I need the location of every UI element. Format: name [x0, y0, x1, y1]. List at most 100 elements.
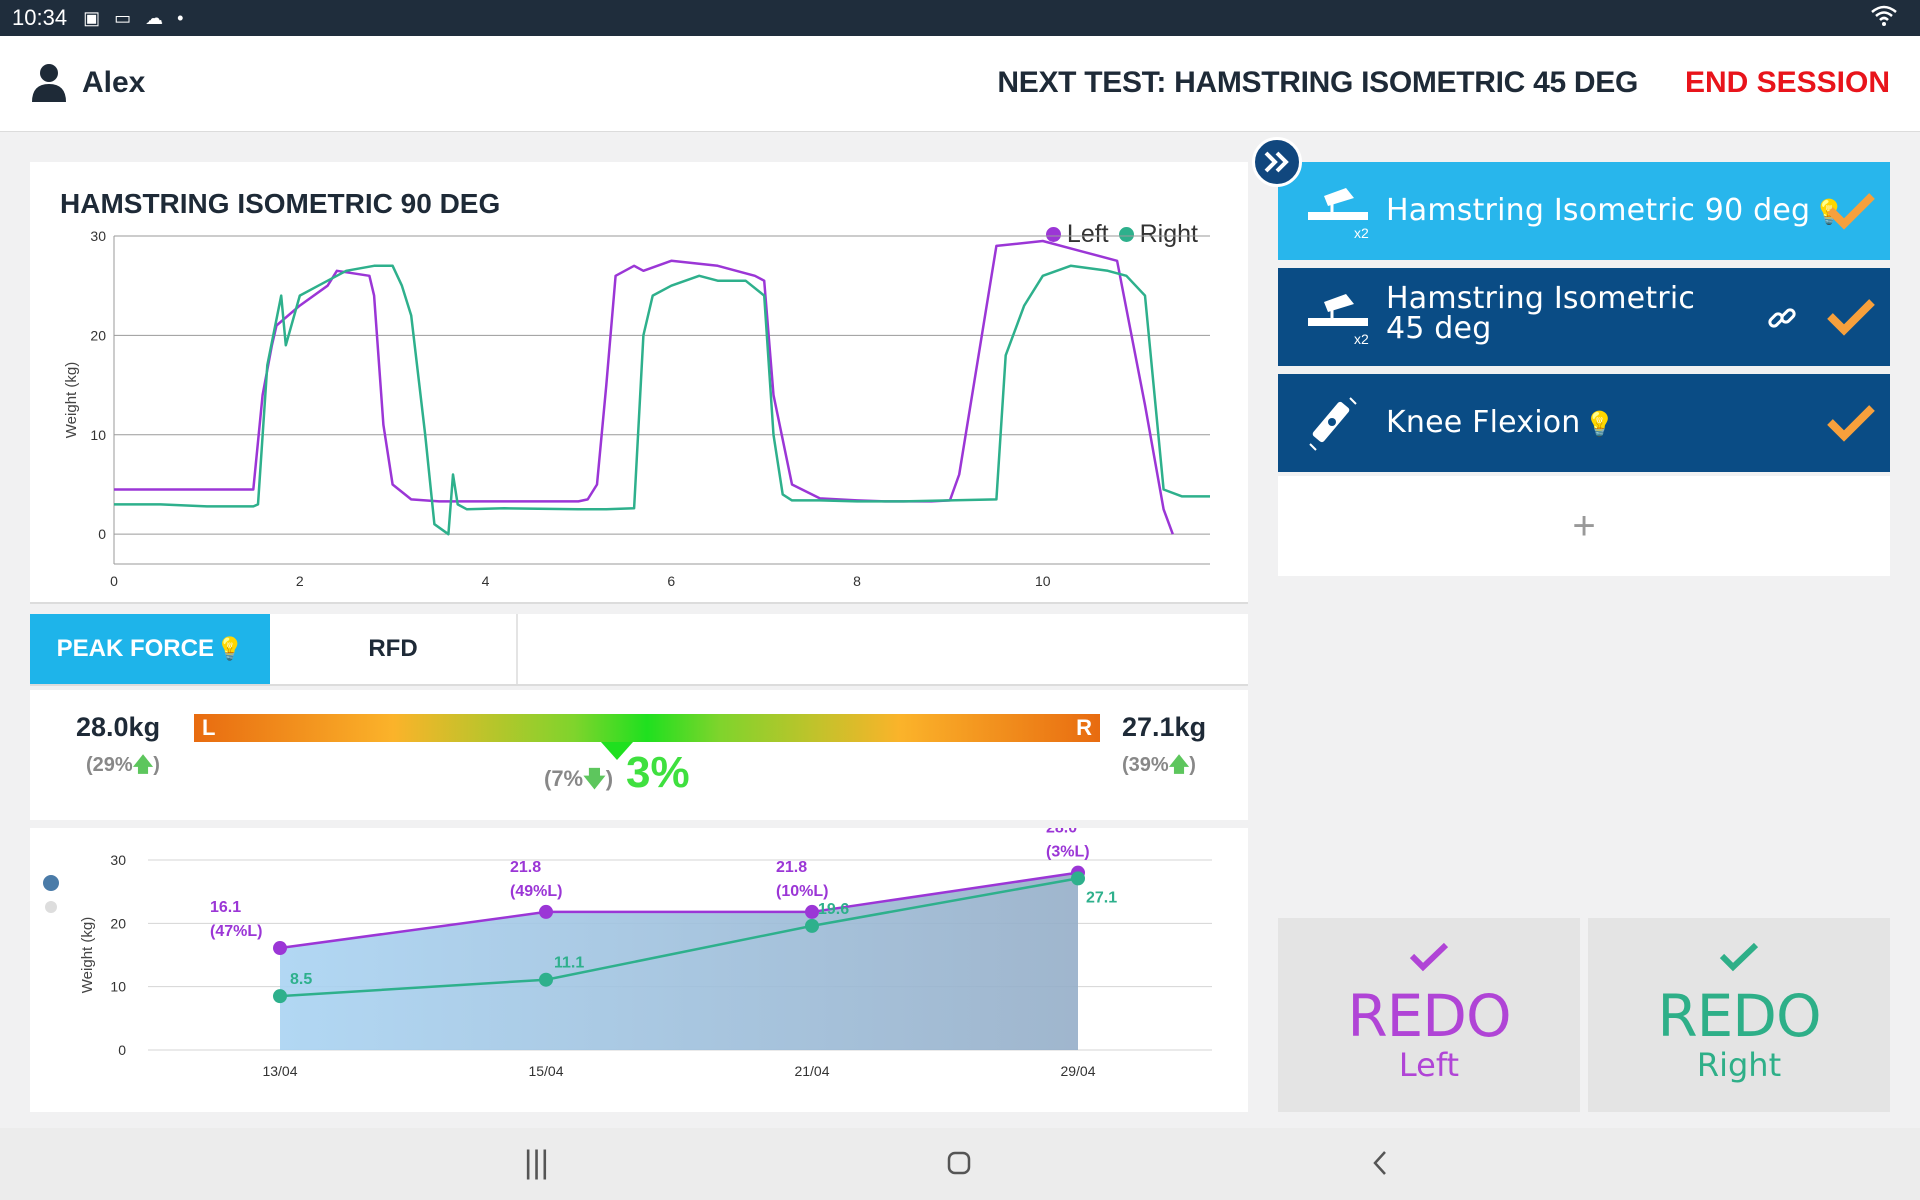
- diff-close-paren: ): [605, 766, 614, 791]
- link-icon: [1768, 308, 1796, 328]
- hamstring-device-icon: x2: [1308, 294, 1369, 346]
- next-test-label: NEXT TEST: HAMSTRING ISOMETRIC 45 DEG: [997, 66, 1638, 99]
- left-force-change: (29%🡅): [86, 750, 160, 784]
- x-tick-label: 13/04: [262, 1063, 297, 1079]
- data-point: [1071, 871, 1085, 886]
- x-tick-label: 29/04: [1060, 1063, 1095, 1079]
- wifi-icon: [1871, 5, 1897, 26]
- chart-legend: Left Right: [1036, 220, 1198, 249]
- lightbulb-icon: 💡: [215, 636, 244, 661]
- redo-right-title: REDO: [1657, 982, 1821, 1050]
- arrow-up-icon: 🡅: [132, 754, 154, 776]
- data-label: 28.0: [1046, 828, 1077, 837]
- data-label: 11.1: [554, 955, 584, 972]
- x-tick-label: 21/04: [794, 1063, 829, 1079]
- home-icon[interactable]: [946, 1150, 972, 1176]
- data-sublabel: (47%L): [210, 923, 262, 940]
- test-label: Hamstring Isometric 45 deg: [1386, 281, 1696, 346]
- legend-right-dot: [1118, 227, 1134, 242]
- redo-right-sub: Right: [1696, 1046, 1782, 1084]
- back-icon[interactable]: [1370, 1148, 1390, 1178]
- data-sublabel: (49%L): [510, 883, 562, 900]
- y-tick-label: 0: [118, 1042, 126, 1058]
- knee-device-icon: [1309, 397, 1357, 451]
- user-name: Alex: [82, 66, 146, 99]
- tab-rfd[interactable]: RFD: [270, 614, 518, 684]
- tab-peak-force-label: PEAK FORCE: [56, 635, 214, 662]
- y-tick-label: 10: [90, 427, 106, 443]
- asymmetry-previous-pct: (7%: [544, 766, 584, 791]
- history-area-chart: 0 10 20 30 Weight (kg) 13/04 15/04 21/04 29/04 16…: [43, 828, 1212, 1079]
- redo-left-title: REDO: [1347, 982, 1511, 1050]
- arrow-down-icon: 🡇: [583, 766, 606, 791]
- data-label: 19.6: [818, 901, 849, 918]
- asymmetry-value: 3%: [626, 748, 690, 797]
- end-session-button[interactable]: END SESSION: [1684, 66, 1890, 99]
- test-item-hamstring-90[interactable]: x2 Hamstring Isometric 90 deg 💡: [1278, 162, 1890, 260]
- collapse-panel-button[interactable]: [1252, 137, 1302, 187]
- checkmark-icon: [1827, 299, 1875, 336]
- legend-left-dot: [1045, 227, 1061, 242]
- series-line-right: [114, 264, 1210, 536]
- data-label: 21.8: [510, 859, 541, 876]
- y-tick-label: 20: [110, 915, 126, 931]
- legend-dot-active: [43, 875, 59, 891]
- x-tick-label: 4: [482, 573, 490, 589]
- checkmark-icon: [1719, 942, 1759, 972]
- series-line-1: [279, 877, 1079, 998]
- right-force-change: (39%🡅): [1122, 750, 1196, 784]
- lightbulb-icon: 💡: [1584, 410, 1615, 438]
- data-label: 16.1: [210, 899, 241, 916]
- main-line-chart: 0 10 20 30 0 2 4 6 8 10 Weight (kg): [63, 228, 1210, 589]
- x-tick-label: 10: [1035, 573, 1051, 589]
- history-chart-card: 0 10 20 30 Weight (kg) 13/04 15/04 21/04 29/04 16…: [30, 828, 1248, 1112]
- x-tick-label: 0: [110, 573, 118, 589]
- legend-left-label: Left: [1066, 220, 1109, 248]
- recent-apps-icon[interactable]: |||: [524, 1144, 549, 1180]
- chart-title: HAMSTRING ISOMETRIC 90 DEG: [60, 188, 501, 219]
- y-axis-label: Weight (kg): [79, 917, 96, 993]
- series-line-0: [279, 871, 1079, 950]
- asymmetry-bar: L R: [194, 714, 1100, 742]
- add-test-button[interactable]: +: [1278, 476, 1890, 576]
- test-label-text: Hamstring Isometric 90 deg: [1386, 193, 1811, 228]
- right-force-value: 27.1kg: [1122, 712, 1207, 742]
- x-tick-label: 15/04: [528, 1063, 563, 1079]
- sim-icon: ▣: [83, 7, 101, 28]
- metric-tabs: PEAK FORCE 💡 RFD: [30, 614, 1248, 686]
- data-point: [805, 918, 819, 933]
- cast-icon: ▭: [114, 7, 132, 28]
- arrow-up-icon: 🡅: [1168, 754, 1190, 776]
- data-sublabel: (10%L): [776, 883, 828, 900]
- redo-left-button[interactable]: REDO Left: [1278, 918, 1580, 1112]
- y-tick-label: 30: [110, 852, 126, 868]
- x-tick-label: 2: [296, 573, 304, 589]
- test-item-knee-flexion[interactable]: Knee Flexion 💡: [1278, 374, 1890, 472]
- right-force-pct: (39%: [1122, 754, 1169, 776]
- legend-left: Left: [1045, 220, 1109, 249]
- test-label: Hamstring Isometric 90 deg 💡: [1386, 196, 1846, 227]
- left-force-pct: (29%: [86, 754, 133, 776]
- double-chevron-right-icon: [1264, 151, 1289, 173]
- data-point: [539, 904, 553, 919]
- redo-right-button[interactable]: REDO Right: [1588, 918, 1890, 1112]
- right-close-paren: ): [1189, 754, 1196, 776]
- data-label: 8.5: [290, 971, 312, 988]
- force-comparison: 28.0kg (29%🡅) L R 27.1kg (39%🡅) (7%🡇) 3%: [30, 690, 1248, 820]
- asymmetry-previous: (7%🡇): [544, 762, 613, 800]
- test-label: Knee Flexion 💡: [1386, 408, 1786, 439]
- data-label: 21.8: [776, 859, 807, 876]
- test-badge: x2: [1354, 331, 1369, 346]
- test-item-hamstring-45[interactable]: x2 Hamstring Isometric 45 deg: [1278, 268, 1890, 366]
- y-tick-label: 0: [98, 526, 106, 542]
- status-bar: 10:34 ▣ ▭ ☁ •: [0, 0, 1920, 36]
- hamstring-device-icon: x2: [1308, 188, 1369, 240]
- data-point: [273, 989, 287, 1004]
- data-label: 27.1: [1086, 889, 1117, 906]
- data-sublabel: (3%L): [1046, 844, 1090, 861]
- user-icon: [32, 64, 66, 102]
- tab-peak-force[interactable]: PEAK FORCE 💡: [30, 614, 270, 684]
- bar-left-label: L: [202, 715, 216, 740]
- tab-rfd-label: RFD: [368, 635, 418, 662]
- checkmark-icon: [1827, 193, 1875, 230]
